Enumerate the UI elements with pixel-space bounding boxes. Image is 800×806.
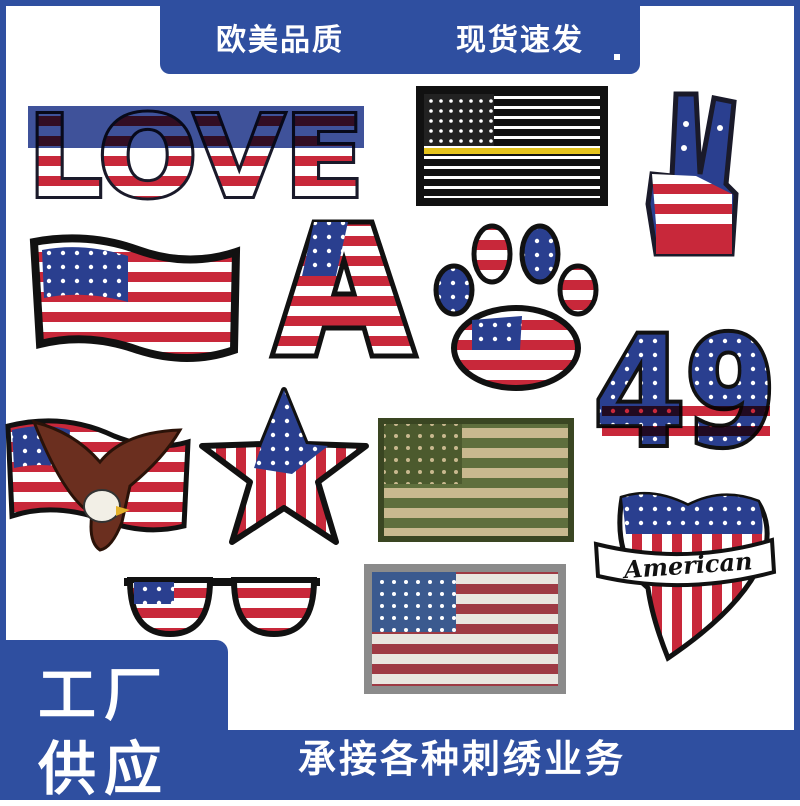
top-banner: 欧美品质 现货速发 — [160, 0, 640, 74]
factory-supply-tab: 工厂 供应 — [0, 640, 228, 803]
star-flag-patch — [199, 387, 369, 545]
gray-border-flag-patch — [364, 564, 566, 694]
service-text: 承接各种刺绣业务 — [298, 737, 627, 781]
factory-text: 工厂 — [38, 661, 171, 729]
number-text: 49 — [594, 306, 776, 480]
letter-a-patch — [268, 219, 420, 359]
love-blue-top — [28, 106, 364, 148]
thin-gold-line-flag-patch — [416, 86, 608, 206]
eagle-flag-patch — [5, 418, 191, 552]
banner-quality-text: 欧美品质 — [216, 23, 344, 58]
number-stripe-band — [602, 406, 770, 440]
banner-dot — [614, 54, 620, 60]
supply-text: 供应 — [38, 735, 171, 803]
sunglasses-patch — [124, 577, 320, 638]
ribbon-banner — [593, 537, 777, 588]
american-heart-patch: American — [593, 491, 777, 662]
peace-hand-patch — [645, 91, 739, 257]
banner-shipping-text: 现货速发 — [456, 23, 584, 58]
paw-print-patch — [433, 223, 599, 391]
love-patch: LOVE — [25, 90, 367, 226]
number-49-patch: 49 — [590, 302, 780, 484]
waving-flag-patch — [29, 234, 241, 362]
olive-flag-patch — [378, 418, 574, 542]
